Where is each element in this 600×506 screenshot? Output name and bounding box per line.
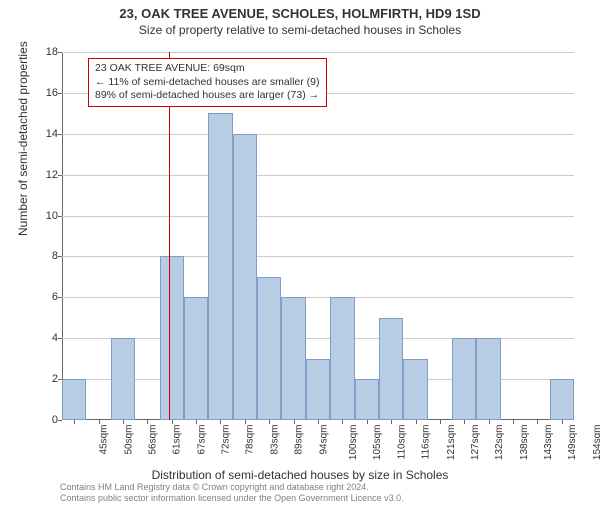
histogram-bar [306,359,330,420]
x-tick-mark [537,420,538,424]
y-tick-label: 16 [36,87,58,99]
annot-line-2: ← 11% of semi-detached houses are smalle… [95,76,320,90]
x-tick-label: 61sqm [172,425,183,455]
reference-line [169,52,170,420]
x-tick-label: 94sqm [318,425,329,455]
x-tick-mark [464,420,465,424]
y-tick-label: 4 [36,332,58,344]
x-tick-mark [269,420,270,424]
histogram-bar [550,379,574,420]
histogram-bar [379,318,403,420]
y-tick-label: 10 [36,210,58,222]
x-tick-label: 149sqm [568,425,579,461]
footer-attribution: Contains HM Land Registry data © Crown c… [60,482,404,505]
y-axis-label: Number of semi-detached properties [16,41,30,236]
x-tick-mark [196,420,197,424]
x-tick-mark [220,420,221,424]
gridline [62,216,574,217]
histogram-bar [62,379,86,420]
histogram-bar [160,256,184,420]
x-tick-mark [367,420,368,424]
x-tick-mark [172,420,173,424]
x-tick-label: 45sqm [99,425,110,455]
x-tick-label: 121sqm [446,425,457,461]
x-tick-mark [416,420,417,424]
histogram-bar [452,338,476,420]
x-tick-label: 127sqm [470,425,481,461]
x-tick-label: 67sqm [196,425,207,455]
annot-line-3: 89% of semi-detached houses are larger (… [95,89,320,103]
chart-title: 23, OAK TREE AVENUE, SCHOLES, HOLMFIRTH,… [0,6,600,21]
y-tick-mark [58,297,62,298]
x-tick-label: 138sqm [519,425,530,461]
x-tick-mark [147,420,148,424]
x-tick-label: 83sqm [269,425,280,455]
gridline [62,297,574,298]
histogram-bar [184,297,208,420]
histogram-bar [476,338,500,420]
y-axis-line [62,52,63,420]
y-tick-label: 6 [36,291,58,303]
y-tick-mark [58,93,62,94]
gridline [62,256,574,257]
x-tick-label: 89sqm [294,425,305,455]
y-tick-label: 8 [36,250,58,262]
histogram-bar [208,113,232,420]
chart-subtitle: Size of property relative to semi-detach… [0,23,600,37]
annot-line-1: 23 OAK TREE AVENUE: 69sqm [95,62,320,76]
y-tick-mark [58,216,62,217]
histogram-bar [403,359,427,420]
histogram-bar [330,297,354,420]
y-tick-label: 2 [36,373,58,385]
chart-area: 02468101214161845sqm50sqm56sqm61sqm67sqm… [62,52,574,420]
x-tick-label: 154sqm [592,425,600,461]
y-tick-label: 0 [36,414,58,426]
x-tick-mark [513,420,514,424]
x-tick-mark [294,420,295,424]
y-tick-mark [58,256,62,257]
x-tick-label: 56sqm [147,425,158,455]
y-tick-label: 18 [36,46,58,58]
y-tick-mark [58,175,62,176]
footer-line-2: Contains public sector information licen… [60,493,404,504]
y-tick-mark [58,420,62,421]
histogram-bar [257,277,281,420]
x-tick-mark [123,420,124,424]
x-tick-label: 105sqm [372,425,383,461]
gridline [62,134,574,135]
x-axis-label: Distribution of semi-detached houses by … [0,468,600,482]
x-tick-mark [245,420,246,424]
x-tick-label: 78sqm [245,425,256,455]
y-tick-mark [58,338,62,339]
gridline [62,175,574,176]
x-tick-label: 143sqm [543,425,554,461]
x-tick-mark [562,420,563,424]
annotation-box: 23 OAK TREE AVENUE: 69sqm ← 11% of semi-… [88,58,327,107]
x-tick-mark [440,420,441,424]
x-tick-label: 100sqm [348,425,359,461]
x-tick-label: 50sqm [123,425,134,455]
x-tick-label: 132sqm [494,425,505,461]
x-tick-mark [99,420,100,424]
x-tick-label: 72sqm [221,425,232,455]
x-tick-mark [489,420,490,424]
plot-region: 02468101214161845sqm50sqm56sqm61sqm67sqm… [62,52,574,420]
histogram-bar [111,338,135,420]
y-tick-mark [58,134,62,135]
gridline [62,52,574,53]
x-tick-mark [342,420,343,424]
x-tick-mark [391,420,392,424]
histogram-bar [355,379,379,420]
y-tick-mark [58,52,62,53]
x-tick-label: 110sqm [396,425,407,460]
y-tick-label: 14 [36,128,58,140]
x-tick-label: 116sqm [420,425,431,460]
footer-line-1: Contains HM Land Registry data © Crown c… [60,482,404,493]
x-tick-mark [318,420,319,424]
x-tick-mark [74,420,75,424]
histogram-bar [281,297,305,420]
histogram-bar [233,134,257,420]
y-tick-label: 12 [36,169,58,181]
